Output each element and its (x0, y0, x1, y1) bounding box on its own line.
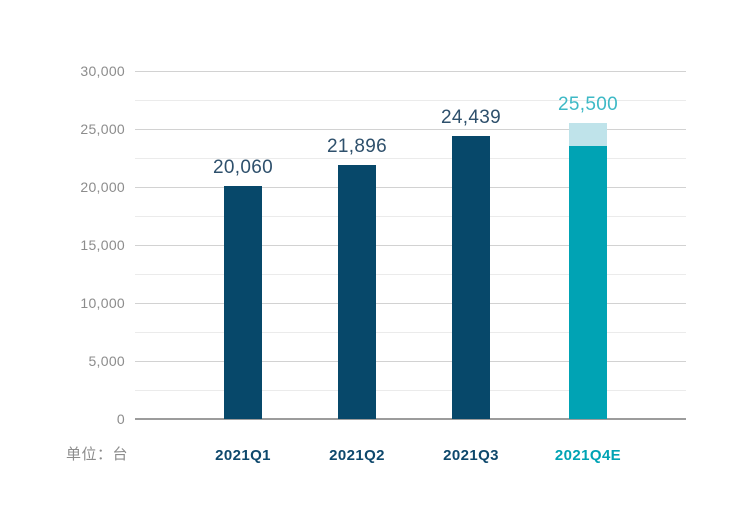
bar-value-label-2021q2: 21,896 (327, 136, 387, 157)
y-axis-tick-label: 10,000 (80, 295, 125, 311)
x-axis-label-2021q3: 2021Q3 (443, 447, 499, 464)
gridline-minor (135, 100, 686, 101)
x-axis-label-2021q4e: 2021Q4E (554, 447, 622, 464)
gridline-minor (135, 216, 686, 217)
y-axis-tick-label: 0 (116, 411, 125, 427)
bar-segment-estimate-solid (569, 146, 607, 419)
x-axis-label-2021q2: 2021Q2 (329, 447, 385, 464)
bar-value-label-2021q1: 20,060 (213, 157, 273, 178)
y-axis-tick-label: 25,000 (80, 121, 125, 137)
gridline-minor (135, 390, 686, 391)
y-axis-tick-label: 15,000 (80, 237, 125, 253)
gridline-major (135, 187, 686, 188)
gridline-major (135, 361, 686, 362)
y-axis-tick-label: 20,000 (80, 179, 125, 195)
bar-2021q3 (452, 136, 490, 419)
gridline-major (135, 71, 686, 72)
gridline-minor (135, 274, 686, 275)
gridline-minor (135, 332, 686, 333)
y-axis-tick-label: 30,000 (80, 63, 125, 79)
gridline-minor (135, 158, 686, 159)
gridline-major (135, 303, 686, 304)
bar-2021q2 (338, 165, 376, 419)
bar-segment-estimate-range (569, 123, 607, 146)
bar-2021q1 (224, 186, 262, 419)
unit-label: 单位：台 (66, 446, 129, 463)
y-axis-tick-label: 5,000 (88, 353, 125, 369)
bar-value-label-2021q4e: 25,500 (558, 94, 618, 115)
x-axis-baseline (135, 418, 686, 420)
gridline-major (135, 129, 686, 130)
bar-2021q4e (569, 123, 607, 419)
x-axis-label-2021q1: 2021Q1 (215, 447, 271, 464)
bar-value-label-2021q3: 24,439 (441, 107, 501, 128)
gridline-major (135, 245, 686, 246)
